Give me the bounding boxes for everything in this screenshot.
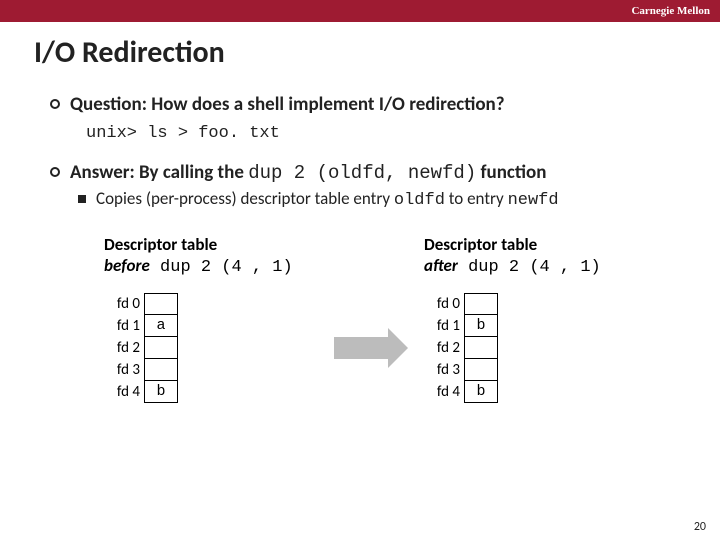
fd-label: fd 3 xyxy=(424,359,464,381)
fd-label: fd 0 xyxy=(424,293,464,315)
fd-cell xyxy=(144,293,178,315)
fd-cell: b xyxy=(464,315,498,337)
table-row: fd 1b xyxy=(424,315,654,337)
fd-cell xyxy=(144,337,178,359)
table-row: fd 4b xyxy=(424,381,654,403)
answer-post: function xyxy=(476,161,546,184)
arrow-wrap xyxy=(334,337,424,359)
table-row: fd 1a xyxy=(104,315,334,337)
after-call: dup 2 (4 , 1) xyxy=(458,258,601,277)
answer-text: Answer: By calling the dup 2 (oldfd, new… xyxy=(70,161,546,184)
bullet-question: Question: How does a shell implement I/O… xyxy=(50,93,690,116)
fd-label: fd 1 xyxy=(104,315,144,337)
fd-cell: b xyxy=(464,381,498,403)
tables-area: Descriptor table before dup 2 (4 , 1) fd… xyxy=(104,234,690,403)
after-table: fd 0 fd 1b fd 2 fd 3 fd 4b xyxy=(424,293,654,403)
fd-label: fd 4 xyxy=(104,381,144,403)
fd-label: fd 2 xyxy=(104,337,144,359)
before-title: Descriptor table before dup 2 (4 , 1) xyxy=(104,234,334,279)
fd-label: fd 4 xyxy=(424,381,464,403)
fd-cell: a xyxy=(144,315,178,337)
question-text: Question: How does a shell implement I/O… xyxy=(70,93,505,116)
slide-title: I/O Redirection xyxy=(0,22,720,77)
fd-label: fd 3 xyxy=(104,359,144,381)
after-title: Descriptor table after dup 2 (4 , 1) xyxy=(424,234,654,279)
sub-c1: oldfd xyxy=(394,191,445,210)
sub-pre: Copies (per-process) descriptor table en… xyxy=(96,188,394,209)
brand-bar: Carnegie Mellon xyxy=(0,0,720,22)
sub-text: Copies (per-process) descriptor table en… xyxy=(96,188,559,210)
answer-pre: Answer: By calling the xyxy=(70,161,248,184)
arrow-icon xyxy=(334,337,388,359)
brand-text: Carnegie Mellon xyxy=(631,5,710,17)
table-row: fd 4b xyxy=(104,381,334,403)
answer-code: dup 2 (oldfd, newfd) xyxy=(248,162,476,184)
code-line: unix> ls > foo. txt xyxy=(86,124,690,143)
table-row: fd 2 xyxy=(104,337,334,359)
bullet-circle-icon xyxy=(50,99,60,109)
sub-mid: to entry xyxy=(445,188,508,209)
bullet-answer: Answer: By calling the dup 2 (oldfd, new… xyxy=(50,161,690,184)
fd-cell xyxy=(464,359,498,381)
fd-cell xyxy=(144,359,178,381)
fd-label: fd 1 xyxy=(424,315,464,337)
page-number: 20 xyxy=(694,520,706,534)
before-title-pre: Descriptor table xyxy=(104,234,217,255)
table-row: fd 3 xyxy=(424,359,654,381)
table-row: fd 0 xyxy=(104,293,334,315)
fd-cell: b xyxy=(144,381,178,403)
before-block: Descriptor table before dup 2 (4 , 1) fd… xyxy=(104,234,334,403)
before-call: dup 2 (4 , 1) xyxy=(150,258,293,277)
sub-c2: newfd xyxy=(508,191,559,210)
content: Question: How does a shell implement I/O… xyxy=(0,77,720,403)
sub-bullet: Copies (per-process) descriptor table en… xyxy=(78,188,690,210)
bullet-square-icon xyxy=(78,195,86,203)
after-state: after xyxy=(424,255,458,276)
after-title-pre: Descriptor table xyxy=(424,234,537,255)
table-row: fd 3 xyxy=(104,359,334,381)
before-state: before xyxy=(104,255,150,276)
fd-label: fd 0 xyxy=(104,293,144,315)
fd-cell xyxy=(464,293,498,315)
fd-label: fd 2 xyxy=(424,337,464,359)
before-table: fd 0 fd 1a fd 2 fd 3 fd 4b xyxy=(104,293,334,403)
table-row: fd 2 xyxy=(424,337,654,359)
table-row: fd 0 xyxy=(424,293,654,315)
bullet-circle-icon xyxy=(50,167,60,177)
fd-cell xyxy=(464,337,498,359)
after-block: Descriptor table after dup 2 (4 , 1) fd … xyxy=(424,234,654,403)
